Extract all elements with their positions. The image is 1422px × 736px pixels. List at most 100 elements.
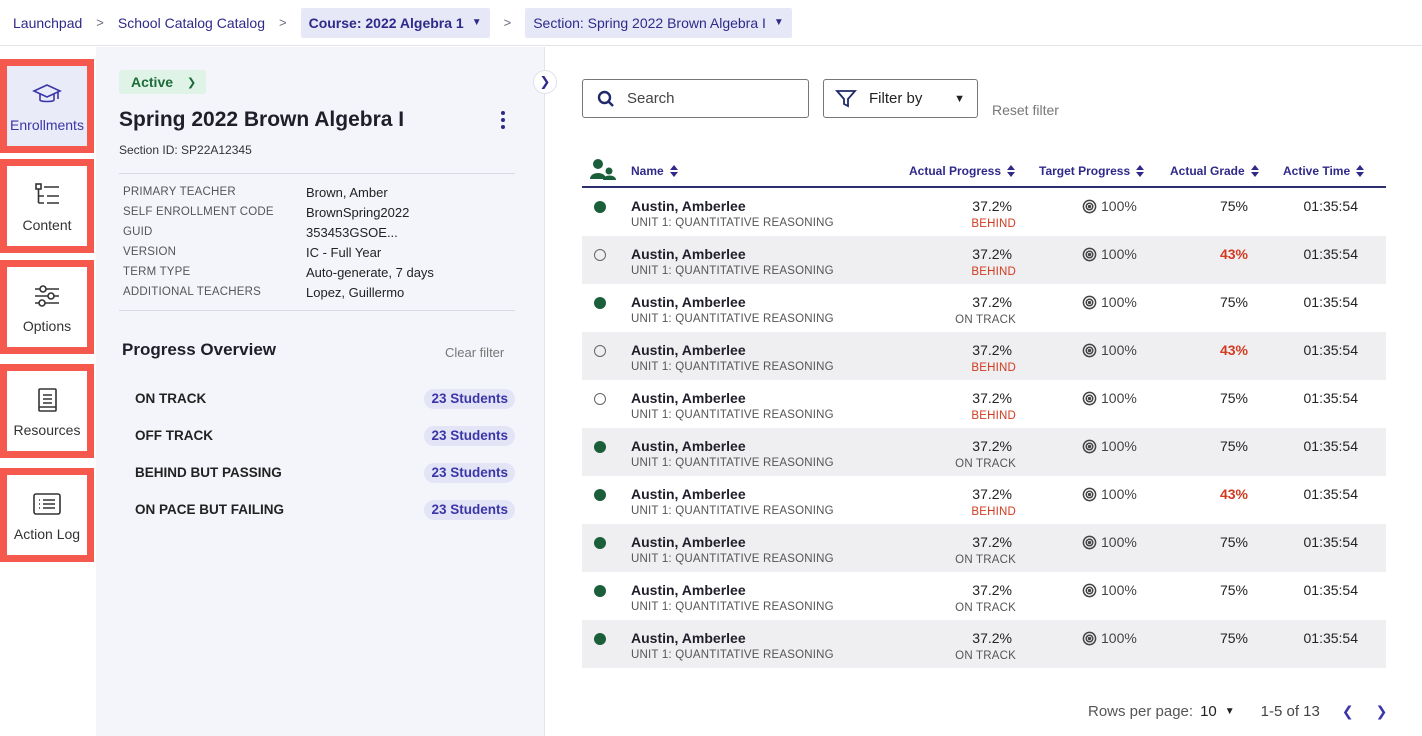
actual-progress: 37.2% [972, 246, 1012, 262]
nav-options-label: Options [22, 318, 72, 334]
status-label: Active [131, 74, 174, 90]
nav-resources-label: Resources [13, 422, 81, 438]
meta-key: TERM TYPE [123, 266, 191, 278]
student-name[interactable]: Austin, Amberlee [631, 630, 746, 646]
active-status-icon [594, 441, 606, 453]
collapse-panel-button[interactable]: ❯ [533, 70, 557, 94]
active-status-icon [594, 537, 606, 549]
nav-enrollments[interactable]: Enrollments [0, 59, 94, 153]
reset-filter-link[interactable]: Reset filter [992, 102, 1059, 118]
inactive-status-icon [594, 345, 606, 357]
student-name[interactable]: Austin, Amberlee [631, 390, 746, 406]
filter-label: Filter by [869, 90, 923, 107]
actual-grade: 75% [1219, 582, 1248, 598]
course-select[interactable]: Course: 2022 Algebra 1 ▼ [300, 7, 490, 38]
student-count-badge[interactable]: 23 Students [424, 425, 515, 446]
status-select[interactable]: Active ❯ [119, 70, 207, 94]
tree-list-icon [35, 183, 59, 204]
nav-options[interactable]: Options [0, 260, 94, 354]
col-header-actual-grade[interactable]: Actual Grade [1170, 164, 1259, 178]
student-count-badge[interactable]: 23 Students [424, 388, 515, 409]
table-row[interactable]: Austin, Amberlee UNIT 1: QUANTITATIVE REA… [582, 572, 1386, 620]
progress-status: ON TRACK [955, 314, 1016, 326]
search-box[interactable] [582, 79, 809, 118]
progress-overview-title: Progress Overview [122, 340, 277, 359]
actual-grade: 75% [1219, 390, 1248, 406]
nav-content[interactable]: Content [0, 159, 94, 253]
student-name[interactable]: Austin, Amberlee [631, 486, 746, 502]
table-row[interactable]: Austin, Amberlee UNIT 1: QUANTITATIVE REA… [582, 476, 1386, 524]
actual-progress: 37.2% [972, 390, 1012, 406]
divider [119, 173, 515, 174]
caret-down-icon: ▼ [471, 17, 482, 28]
clear-filter-link[interactable]: Clear filter [445, 345, 505, 360]
active-time: 01:35:54 [1303, 582, 1359, 598]
rows-per-page-select[interactable]: 10 [1200, 703, 1217, 720]
nav-action-log[interactable]: Action Log [0, 468, 94, 562]
progress-status: ON TRACK [955, 554, 1016, 566]
progress-item-label: BEHIND BUT PASSING [135, 465, 282, 480]
page-range: 1-5 of 13 [1260, 703, 1320, 720]
caret-down-icon: ▼ [954, 92, 965, 105]
meta-row: GUID 353453GSOE... [123, 222, 515, 242]
progress-status: BEHIND [971, 410, 1016, 422]
course-select-label: Course: 2022 Algebra 1 [308, 14, 464, 31]
col-header-name[interactable]: Name [631, 164, 678, 178]
target-progress-value: 100% [1101, 630, 1137, 646]
meta-value: Auto-generate, 7 days [306, 264, 434, 280]
student-name[interactable]: Austin, Amberlee [631, 438, 746, 454]
table-row[interactable]: Austin, Amberlee UNIT 1: QUANTITATIVE REA… [582, 380, 1386, 428]
filter-select[interactable]: Filter by ▼ [823, 79, 978, 118]
table-row[interactable]: Austin, Amberlee UNIT 1: QUANTITATIVE REA… [582, 188, 1386, 236]
progress-status: BEHIND [971, 362, 1016, 374]
target-progress-value: 100% [1101, 246, 1137, 262]
progress-item: ON PACE BUT FAILING 23 Students [135, 491, 515, 528]
table-row[interactable]: Austin, Amberlee UNIT 1: QUANTITATIVE REA… [582, 332, 1386, 380]
col-header-active-time[interactable]: Active Time [1283, 164, 1365, 178]
active-time: 01:35:54 [1303, 438, 1359, 454]
progress-item-label: OFF TRACK [135, 428, 213, 443]
next-page-icon[interactable]: ❯ [1375, 703, 1388, 719]
search-input[interactable] [627, 90, 797, 107]
target-progress-value: 100% [1101, 534, 1137, 550]
table-row[interactable]: Austin, Amberlee UNIT 1: QUANTITATIVE REA… [582, 284, 1386, 332]
target-progress: 100% [1082, 630, 1137, 646]
student-count-badge[interactable]: 23 Students [424, 462, 515, 483]
table-row[interactable]: Austin, Amberlee UNIT 1: QUANTITATIVE REA… [582, 620, 1386, 668]
student-name[interactable]: Austin, Amberlee [631, 246, 746, 262]
more-options-icon[interactable] [495, 109, 511, 131]
prev-page-icon[interactable]: ❮ [1341, 703, 1354, 719]
col-header-active-time-label: Active Time [1283, 164, 1351, 178]
actual-grade: 43% [1219, 246, 1248, 262]
progress-status: BEHIND [971, 218, 1016, 230]
chevron-right-icon: ❯ [539, 74, 551, 89]
col-header-target-progress[interactable]: Target Progress [1039, 164, 1145, 178]
breadcrumb-launchpad[interactable]: Launchpad [13, 14, 83, 31]
student-name[interactable]: Austin, Amberlee [631, 582, 746, 598]
actual-progress: 37.2% [972, 630, 1012, 646]
student-name[interactable]: Austin, Amberlee [631, 342, 746, 358]
meta-row: ADDITIONAL TEACHERS Lopez, Guillermo [123, 282, 515, 302]
table-row[interactable]: Austin, Amberlee UNIT 1: QUANTITATIVE REA… [582, 428, 1386, 476]
nav-resources[interactable]: Resources [0, 364, 94, 458]
actual-grade: 75% [1219, 534, 1248, 550]
table-row[interactable]: Austin, Amberlee UNIT 1: QUANTITATIVE REA… [582, 524, 1386, 572]
active-time: 01:35:54 [1303, 294, 1359, 310]
breadcrumb-catalog[interactable]: School Catalog Catalog [117, 14, 265, 31]
student-name[interactable]: Austin, Amberlee [631, 294, 746, 310]
caret-down-icon[interactable]: ▼ [1224, 706, 1235, 717]
student-name[interactable]: Austin, Amberlee [631, 198, 746, 214]
meta-value: IC - Full Year [306, 244, 382, 260]
active-time: 01:35:54 [1303, 198, 1359, 214]
student-count-badge[interactable]: 23 Students [424, 499, 515, 520]
section-select[interactable]: Section: Spring 2022 Brown Algebra I ▼ [525, 7, 792, 38]
student-name[interactable]: Austin, Amberlee [631, 534, 746, 550]
table-row[interactable]: Austin, Amberlee UNIT 1: QUANTITATIVE REA… [582, 236, 1386, 284]
sort-icon [669, 165, 678, 177]
section-title: Spring 2022 Brown Algebra I [119, 108, 405, 131]
search-icon [597, 90, 614, 107]
chevron-down-icon: ❯ [187, 76, 197, 89]
progress-status: BEHIND [971, 266, 1016, 278]
col-header-actual-progress[interactable]: Actual Progress [909, 164, 1016, 178]
col-header-actual-grade-label: Actual Grade [1170, 164, 1245, 178]
